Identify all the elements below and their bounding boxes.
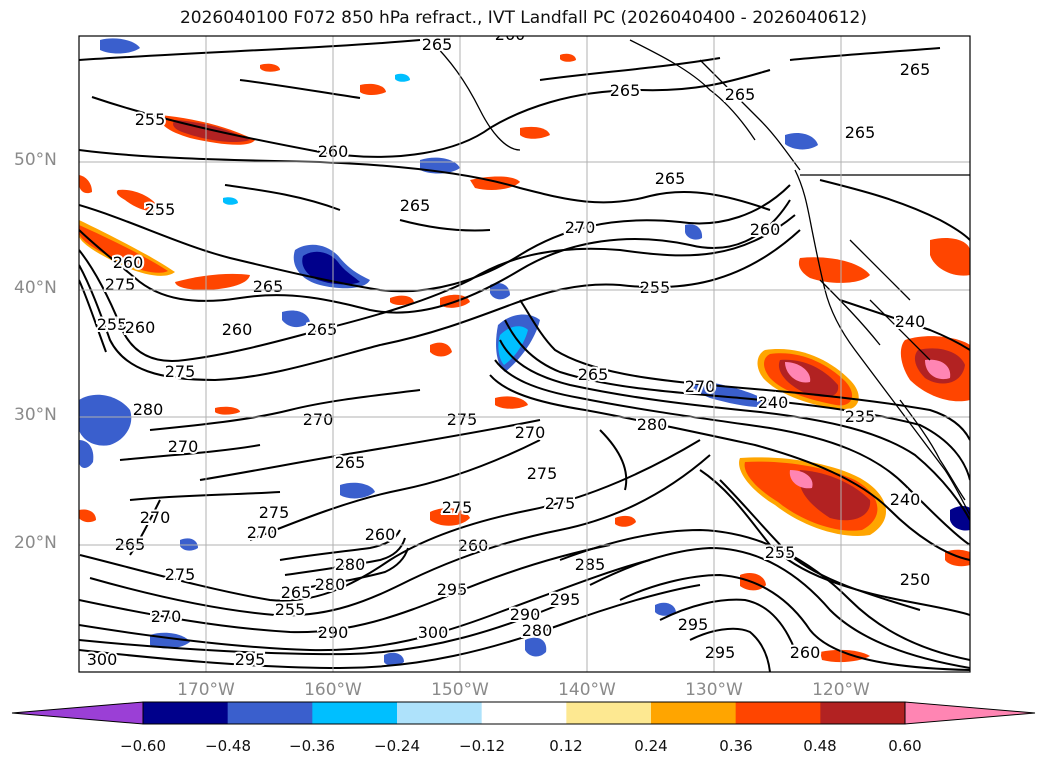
contour-label: 265 (253, 277, 284, 296)
lat-label-30n: 30°N (14, 405, 57, 425)
lat-label-40n: 40°N (14, 278, 57, 298)
contour-label: 275 (447, 410, 478, 429)
contour-label: 265 (725, 85, 756, 104)
coastlines (429, 39, 970, 516)
colorbar-bin (566, 702, 652, 724)
contour-label: 255 (97, 315, 128, 334)
contour-label: 295 (678, 615, 709, 634)
contour-label: 270 (168, 437, 199, 456)
contour-label: 285 (575, 555, 606, 574)
colorbar-frame (142, 701, 906, 725)
colorbar-bin (397, 702, 483, 724)
contour-label: 275 (442, 498, 473, 517)
contour-label: 270 (247, 523, 278, 542)
contour-label: 265 (610, 81, 641, 100)
contour-label: 265 (655, 169, 686, 188)
colorbar-tick-label: −0.60 (120, 737, 166, 755)
colorbar-tick-label: −0.24 (374, 737, 420, 755)
colorbar-bin (735, 702, 821, 724)
lon-label-160w: 160°W (304, 680, 362, 700)
contour-label: 275 (527, 464, 558, 483)
contour-label: 260 (750, 220, 781, 239)
contour-label: 280 (315, 575, 346, 594)
contour-label: 260 (790, 643, 821, 662)
contour-label: 255 (275, 600, 306, 619)
contour-label: 265 (307, 320, 338, 339)
contour-label: 270 (151, 607, 182, 626)
contour-label: 275 (545, 494, 576, 513)
contour-label: 270 (140, 508, 171, 527)
colorbar-extend-right (904, 701, 1036, 725)
contour-label: 270 (685, 377, 716, 396)
contour-label: 295 (550, 590, 581, 609)
contour-label: 265 (400, 196, 431, 215)
colorbar-bin (481, 702, 567, 724)
contour-label: 255 (145, 200, 176, 219)
colorbar-tick-label: 0.24 (634, 737, 668, 755)
map-frame (78, 35, 971, 673)
colorbar-bin (651, 702, 737, 724)
colorbar-tick-label: 0.60 (888, 737, 922, 755)
contour-label: 265 (845, 123, 876, 142)
contour-label: 265 (578, 365, 609, 384)
map-title: 2026040100 F072 850 hPa refract., IVT La… (179, 8, 867, 28)
colorbar-tick-label: 0.36 (719, 737, 753, 755)
refractivity-contours (79, 39, 970, 672)
contour-label: 270 (515, 423, 546, 442)
contour-label: 255 (135, 110, 166, 129)
contour-label: 240 (758, 393, 789, 412)
colorbar-bin (312, 702, 398, 724)
colorbar-tick-label: 0.48 (803, 737, 837, 755)
lon-label-140w: 140°W (558, 680, 616, 700)
colorbar-bin (143, 702, 229, 724)
colorbar-tick-label: −0.36 (289, 737, 335, 755)
contour-label: 260 (113, 253, 144, 272)
graticule (79, 36, 970, 672)
contour-label: 275 (259, 503, 290, 522)
lon-label-150w: 150°W (431, 680, 489, 700)
colorbar-tick-label: −0.12 (459, 737, 505, 755)
colorbar-tick-label: 0.12 (549, 737, 583, 755)
lon-label-130w: 130°W (685, 680, 743, 700)
contour-label: 240 (890, 490, 921, 509)
contour-label: 255 (765, 543, 796, 562)
contour-label: 280 (335, 555, 366, 574)
contour-label: 270 (565, 218, 596, 237)
lon-label-120w: 120°W (812, 680, 870, 700)
lon-label-170w: 170°W (177, 680, 235, 700)
colorbar-segments (143, 702, 906, 724)
contour-label: 255 (640, 278, 671, 297)
contour-label: 280 (522, 621, 553, 640)
contour-label: 300 (87, 650, 118, 669)
contour-label: 290 (510, 605, 541, 624)
contour-label: 280 (637, 415, 668, 434)
contour-label: 280 (133, 400, 164, 419)
contour-label: 300 (418, 623, 449, 642)
contour-label: 250 (900, 570, 931, 589)
contour-label: 260 (125, 318, 156, 337)
contour-label: 275 (165, 362, 196, 381)
contour-label: 260 (365, 525, 396, 544)
contour-label: 270 (303, 410, 334, 429)
contour-label: 265 (335, 453, 366, 472)
contour-label: 260 (222, 320, 253, 339)
lat-label-20n: 20°N (14, 533, 57, 553)
contour-label: 260 (495, 25, 526, 44)
colorbar-bin (227, 702, 313, 724)
colorbar-tick-label: −0.48 (205, 737, 251, 755)
contour-label: 265 (900, 60, 931, 79)
colorbar-bin (820, 702, 906, 724)
contour-label: 265 (281, 583, 312, 602)
lat-label-50n: 50°N (14, 150, 57, 170)
contour-label: 275 (165, 565, 196, 584)
contour-label: 295 (235, 650, 266, 669)
contour-label: 265 (422, 35, 453, 54)
contour-label: 295 (705, 643, 736, 662)
contour-label: 240 (895, 312, 926, 331)
colorbar-extend-left (11, 701, 144, 725)
